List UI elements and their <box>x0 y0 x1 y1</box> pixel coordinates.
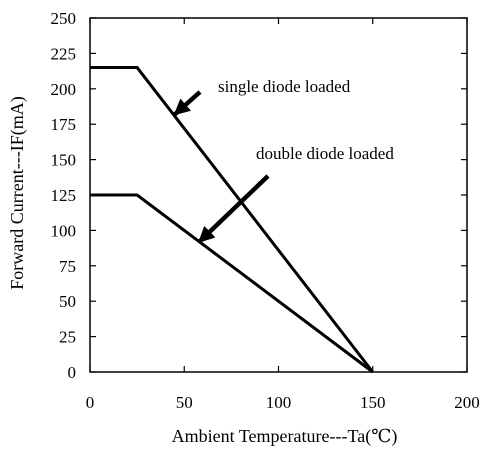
single-diode-annotation: single diode loaded <box>218 77 351 96</box>
y-tick-label: 0 <box>68 363 77 382</box>
y-tick-label: 200 <box>51 80 77 99</box>
y-tick-label: 175 <box>51 115 77 134</box>
x-tick-label: 200 <box>454 393 480 412</box>
annotation-background <box>246 150 432 169</box>
y-tick-label: 75 <box>59 257 76 276</box>
y-tick-label: 150 <box>51 151 77 170</box>
x-tick-label: 0 <box>86 393 95 412</box>
x-tick-label: 50 <box>176 393 193 412</box>
x-axis-ticks: 0 50 100 150 200 <box>86 18 480 412</box>
annotation-arrow <box>173 90 202 116</box>
y-tick-label: 100 <box>51 221 77 240</box>
annotation-layer: single diode loaded double diode loaded <box>173 77 432 244</box>
x-tick-label: 150 <box>360 393 386 412</box>
y-tick-label: 250 <box>51 9 77 28</box>
double-diode-line <box>90 193 374 374</box>
single-diode-line <box>90 66 374 373</box>
annotation-background <box>208 84 388 103</box>
y-tick-label: 225 <box>51 44 77 63</box>
x-tick-label: 100 <box>266 393 292 412</box>
y-tick-label: 25 <box>59 328 76 347</box>
y-tick-label: 50 <box>59 292 76 311</box>
plot-area-frame <box>89 17 468 373</box>
y-tick-label: 125 <box>51 186 77 205</box>
series-layer <box>90 66 374 374</box>
annotation-arrow <box>197 174 270 244</box>
y-axis-title: Forward Current---IF(mA) <box>7 96 28 289</box>
double-diode-annotation: double diode loaded <box>256 144 394 163</box>
x-axis-title: Ambient Temperature---Ta(℃) <box>172 426 398 447</box>
y-axis-ticks: 0 25 50 75 100 125 150 175 200 225 250 <box>51 9 467 382</box>
